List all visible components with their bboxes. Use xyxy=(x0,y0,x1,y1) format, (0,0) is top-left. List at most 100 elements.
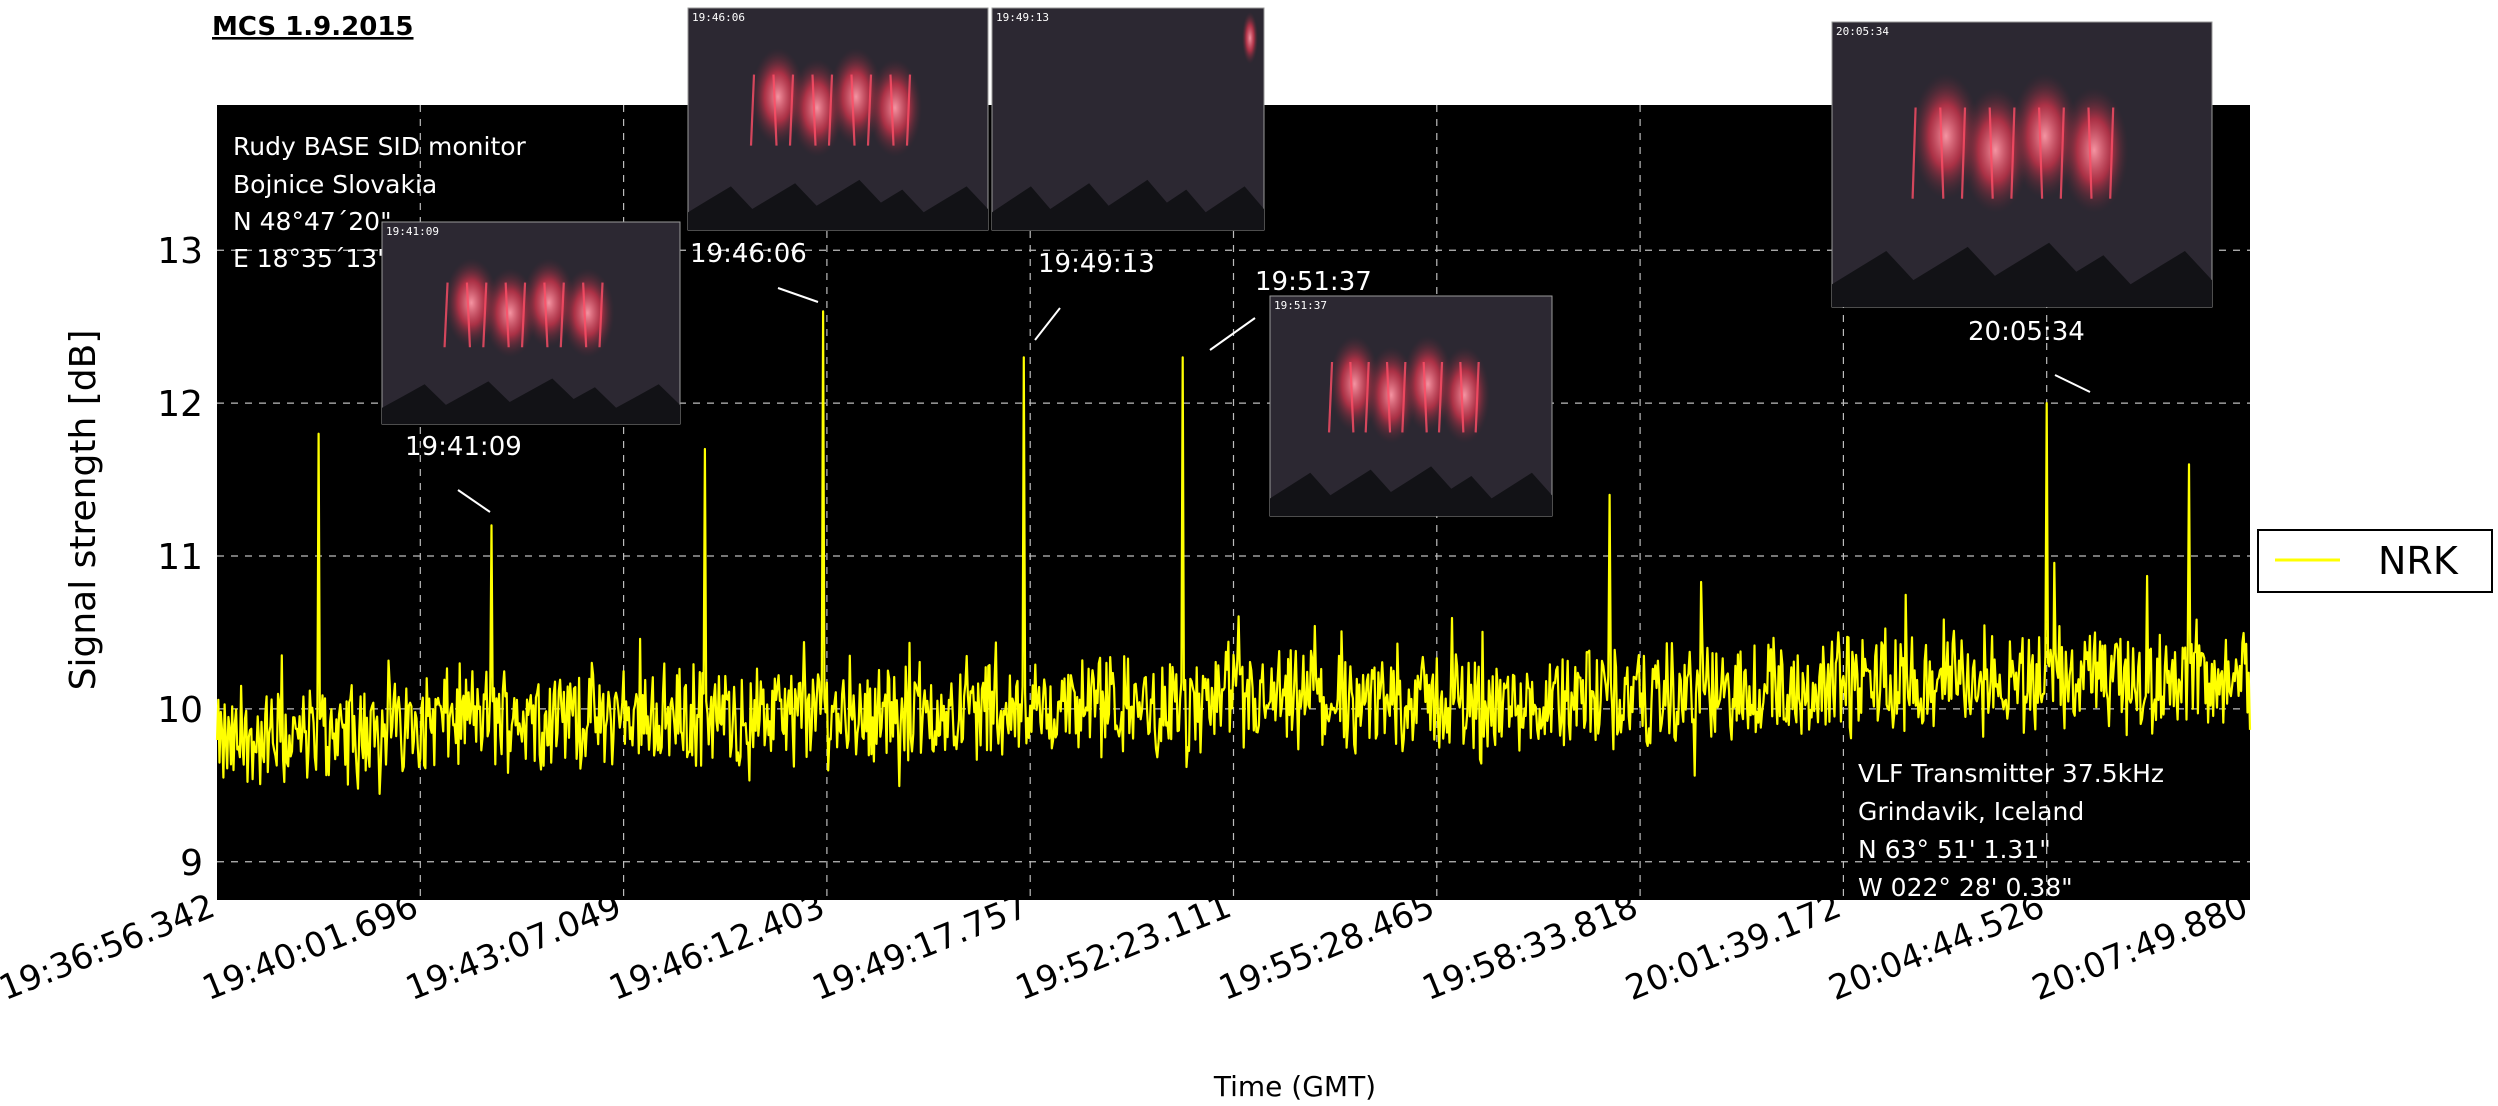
peak-annotation-label: 20:05:34 xyxy=(1968,317,2085,347)
sprite-streak xyxy=(1349,361,1355,433)
x-tick-label: 19:46:12.403 xyxy=(604,886,831,1009)
y-tick-label: 12 xyxy=(157,384,203,425)
transmitter-info-line-4: W 022° 28' 0.38" xyxy=(1858,873,2073,902)
sprite-glow xyxy=(868,59,922,157)
sprite-streak xyxy=(1422,361,1428,433)
series-line xyxy=(215,310,2252,795)
x-tick-label: 19:36:56.342 xyxy=(0,886,220,1009)
sprite-streak xyxy=(598,282,604,348)
transmitter-info-line-3: N 63° 51' 1.31" xyxy=(1858,835,2051,864)
sprite-streak xyxy=(1385,361,1392,433)
peak-annotation-label: 19:46:06 xyxy=(690,239,807,269)
sprite-streak xyxy=(2010,107,2016,199)
sprite-streak xyxy=(2087,107,2093,199)
peak-annotation-leader xyxy=(777,287,819,303)
photo-timestamp: 19:41:09 xyxy=(386,225,439,238)
sprite-streak xyxy=(504,282,510,348)
x-axis: 19:36:56.34219:40:01.69619:43:07.04919:4… xyxy=(0,886,2253,1009)
x-tick-label: 19:49:17.757 xyxy=(807,886,1034,1009)
sprite-streak xyxy=(2038,107,2044,199)
photo-timestamp: 20:05:34 xyxy=(1836,25,1889,38)
peak-annotation-leader xyxy=(1209,317,1256,351)
receiver-info: Rudy BASE SID monitor Bojnice Slovakia N… xyxy=(233,132,527,273)
receiver-info-line-2: Bojnice Slovakia xyxy=(233,170,437,199)
sprite-streak xyxy=(559,282,565,348)
chart-title: MCS 1.9.2015 xyxy=(212,12,414,42)
transmitter-info: VLF Transmitter 37.5kHz Grindavik, Icela… xyxy=(1858,759,2164,902)
sprite-glow xyxy=(560,268,615,358)
sprite-streak xyxy=(2059,107,2065,199)
sprite-photo: 19:51:37 xyxy=(1269,295,1553,517)
x-tick-label: 19:55:28.465 xyxy=(1213,886,1440,1009)
x-tick-label: 19:58:33.818 xyxy=(1417,886,1644,1009)
sprite-streak xyxy=(1474,361,1480,433)
transmitter-info-line-2: Grindavik, Iceland xyxy=(1858,797,2084,826)
sprite-streak xyxy=(788,74,795,146)
peak-annotation-label: 19:49:13 xyxy=(1038,249,1155,279)
x-tick-label: 20:04:44.526 xyxy=(1823,886,2050,1009)
sprite-streak xyxy=(889,74,895,146)
tree-silhouette xyxy=(382,378,680,424)
sprite-streak xyxy=(1459,361,1465,433)
sprite-streak xyxy=(866,74,873,146)
sprite-streak xyxy=(827,74,834,146)
sprite-streak xyxy=(1911,107,1917,199)
y-tick-label: 10 xyxy=(157,690,203,731)
peak-annotation-leader xyxy=(457,489,491,513)
x-tick-label: 19:40:01.696 xyxy=(197,886,424,1009)
sprite-streak xyxy=(1939,107,1945,199)
y-tick-label: 13 xyxy=(157,231,203,272)
legend: NRK xyxy=(2257,529,2493,593)
sprite-streak xyxy=(1437,361,1444,433)
sprite-glow xyxy=(1242,12,1258,64)
sprite-streak xyxy=(1364,361,1370,433)
peak-annotation-label: 19:51:37 xyxy=(1255,267,1372,297)
sprite-streak xyxy=(2109,107,2115,199)
x-tick-label: 20:07:49.880 xyxy=(2027,886,2254,1009)
photo-timestamp: 19:49:13 xyxy=(996,11,1049,24)
tree-silhouette xyxy=(1270,466,1552,516)
x-axis-label: Time (GMT) xyxy=(1213,1070,1376,1103)
photo-timestamp: 19:51:37 xyxy=(1274,299,1327,312)
y-tick-label: 9 xyxy=(180,843,203,884)
sprite-photos: 19:41:09 19:46:06 19:49:13 19:51:37 20:05:34 xyxy=(381,7,2213,517)
sprite-glow xyxy=(2060,87,2129,213)
peak-annotation-label: 19:41:09 xyxy=(405,432,522,462)
legend-label-nrk: NRK xyxy=(2378,539,2459,583)
sprite-streak xyxy=(850,74,856,146)
sprite-streak xyxy=(520,282,527,348)
sprite-photo: 19:46:06 xyxy=(687,7,989,231)
sprite-glow xyxy=(1439,346,1490,444)
y-tick-label: 11 xyxy=(157,537,203,578)
tree-silhouette xyxy=(1832,242,2212,307)
sprite-streak xyxy=(443,282,449,348)
sprite-streak xyxy=(1327,361,1334,433)
sprite-streak xyxy=(811,74,817,146)
y-axis: 9 10 11 12 13 xyxy=(157,231,203,884)
photo-timestamp: 19:46:06 xyxy=(692,11,745,24)
sprite-photo: 20:05:34 xyxy=(1831,21,2213,308)
receiver-info-line-4: E 18°35´13" xyxy=(233,244,389,273)
receiver-info-line-3: N 48°47´20" xyxy=(233,207,392,236)
sprite-streak xyxy=(582,282,588,348)
x-tick-label: 19:43:07.049 xyxy=(400,886,627,1009)
peak-annotations: 19:41:09 19:46:06 19:49:13 19:51:37 20:05:34 xyxy=(405,239,2091,513)
x-tick-label: 19:52:23.111 xyxy=(1010,886,1237,1009)
sprite-streak xyxy=(749,74,756,146)
sprite-streak xyxy=(1988,107,1994,199)
sprite-streak xyxy=(772,74,778,146)
transmitter-info-line-1: VLF Transmitter 37.5kHz xyxy=(1858,759,2164,788)
peak-annotation-leader xyxy=(2054,374,2091,393)
sprite-photo: 19:41:09 xyxy=(381,221,681,425)
tree-silhouette xyxy=(688,179,988,230)
sprite-streak xyxy=(482,282,488,348)
sprite-photo: 19:49:13 xyxy=(991,7,1265,231)
receiver-info-line-1: Rudy BASE SID monitor xyxy=(233,132,527,161)
sprite-streak xyxy=(543,282,549,348)
peak-annotation-leader xyxy=(1034,307,1061,341)
sprite-streak xyxy=(1960,107,1967,199)
sprite-streak xyxy=(1401,361,1407,433)
sprite-streak xyxy=(905,74,912,146)
x-tick-label: 20:01:39.172 xyxy=(1620,886,1847,1009)
